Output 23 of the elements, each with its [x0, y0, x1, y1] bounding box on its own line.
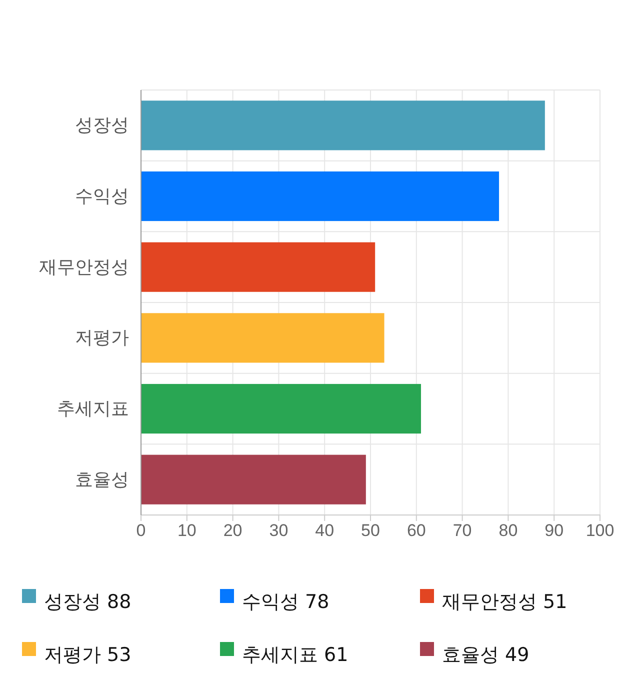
- y-tick-label: 저평가: [75, 328, 129, 348]
- x-tick-label: 60: [406, 521, 426, 540]
- legend-label: 수익성 78: [242, 591, 330, 613]
- x-tick-label: 10: [177, 521, 196, 540]
- legend-label: 재무안정성 51: [442, 591, 568, 613]
- x-tick-label: 90: [544, 521, 564, 540]
- legend-label: 성장성 88: [44, 591, 132, 613]
- x-tick-label: 70: [452, 521, 472, 540]
- x-tick-label: 20: [223, 521, 242, 540]
- legend-label: 추세지표 61: [242, 644, 348, 666]
- x-tick-label: 30: [269, 521, 288, 540]
- x-tick-label: 0: [136, 521, 146, 540]
- x-tick-label: 100: [586, 521, 614, 540]
- y-tick-label: 재무안정성: [39, 256, 129, 277]
- legend-label: 효율성 49: [442, 644, 530, 666]
- x-tick-label: 40: [315, 521, 334, 540]
- y-tick-label: 수익성: [75, 186, 129, 206]
- y-tick-label: 성장성: [75, 115, 129, 136]
- x-tick-label: 50: [361, 521, 380, 540]
- x-tick-label: 80: [498, 521, 518, 540]
- y-tick-label: 효율성: [75, 469, 129, 490]
- y-tick-label: 추세지표: [57, 398, 129, 419]
- legend-label: 저평가 53: [44, 644, 132, 666]
